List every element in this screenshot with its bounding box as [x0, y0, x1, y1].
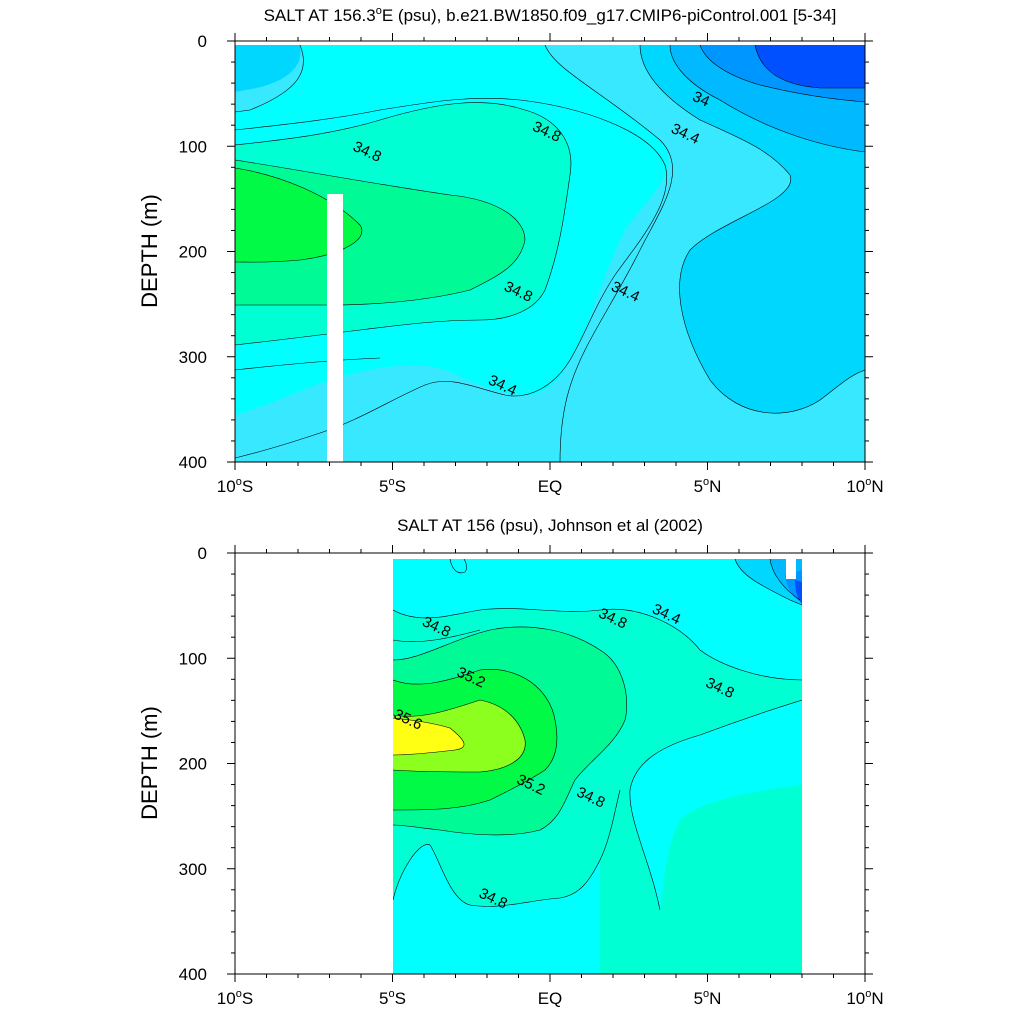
- y-tick-label: 100: [179, 137, 207, 156]
- fill2-33.6-tr: [795, 580, 802, 604]
- panel1-axes: 10oS 5oS EQ 5oN 10oN 0 100 200 300 400: [179, 32, 884, 496]
- y-tick-label: 400: [179, 453, 207, 472]
- panel1-title: SALT AT 156.3oE (psu), b.e21.BW1850.f09_…: [264, 5, 837, 25]
- y-tick-label: 0: [198, 544, 207, 563]
- x-tick-label: 5oS: [379, 988, 406, 1008]
- y-tick-label: 400: [179, 965, 207, 984]
- panel2-ylabel: DEPTH (m): [137, 706, 162, 820]
- panel-model: SALT AT 156.3oE (psu), b.e21.BW1850.f09_…: [137, 5, 884, 496]
- panel2-contour-field: [393, 559, 802, 974]
- fill2-34.6-right: [629, 700, 802, 910]
- x-tick-label: 10oS: [217, 476, 253, 496]
- fill-33.6: [755, 45, 865, 88]
- x-tick-label: 5oN: [694, 988, 722, 1008]
- panel2-contour-labels: 34.434.834.835.235.635.2 34.834.834.8: [391, 601, 737, 913]
- panel1-top-missing-strip: [235, 41, 865, 45]
- panel2-top-missing: [786, 559, 796, 579]
- contour-label: 34: [690, 88, 712, 110]
- y-tick-label: 0: [198, 32, 207, 51]
- x-tick-label: 10oS: [217, 988, 253, 1008]
- y-tick-label: 200: [179, 243, 207, 262]
- panel1-missing-data-gap: [327, 194, 343, 462]
- x-tick-label: 10oN: [846, 476, 883, 496]
- panel2-axes: 10oS 5oS EQ 5oN 10oN 0 100 200 300 400: [179, 544, 884, 1008]
- x-tick-label: 5oS: [379, 476, 406, 496]
- y-tick-label: 100: [179, 649, 207, 668]
- x-tick-label: EQ: [538, 989, 563, 1008]
- y-tick-label: 300: [179, 860, 207, 879]
- panel1-ylabel: DEPTH (m): [137, 194, 162, 308]
- x-tick-label: EQ: [538, 477, 563, 496]
- x-tick-label: 10oN: [846, 988, 883, 1008]
- panel2-title: SALT AT 156 (psu), Johnson et al (2002): [397, 516, 703, 535]
- x-tick-label: 5oN: [694, 476, 722, 496]
- y-tick-label: 200: [179, 755, 207, 774]
- fill2-34.6-bl: [393, 844, 600, 974]
- fill-34.2-tl: [235, 45, 301, 92]
- y-tick-label: 300: [179, 348, 207, 367]
- panel-observed: SALT AT 156 (psu), Johnson et al (2002): [137, 516, 884, 1008]
